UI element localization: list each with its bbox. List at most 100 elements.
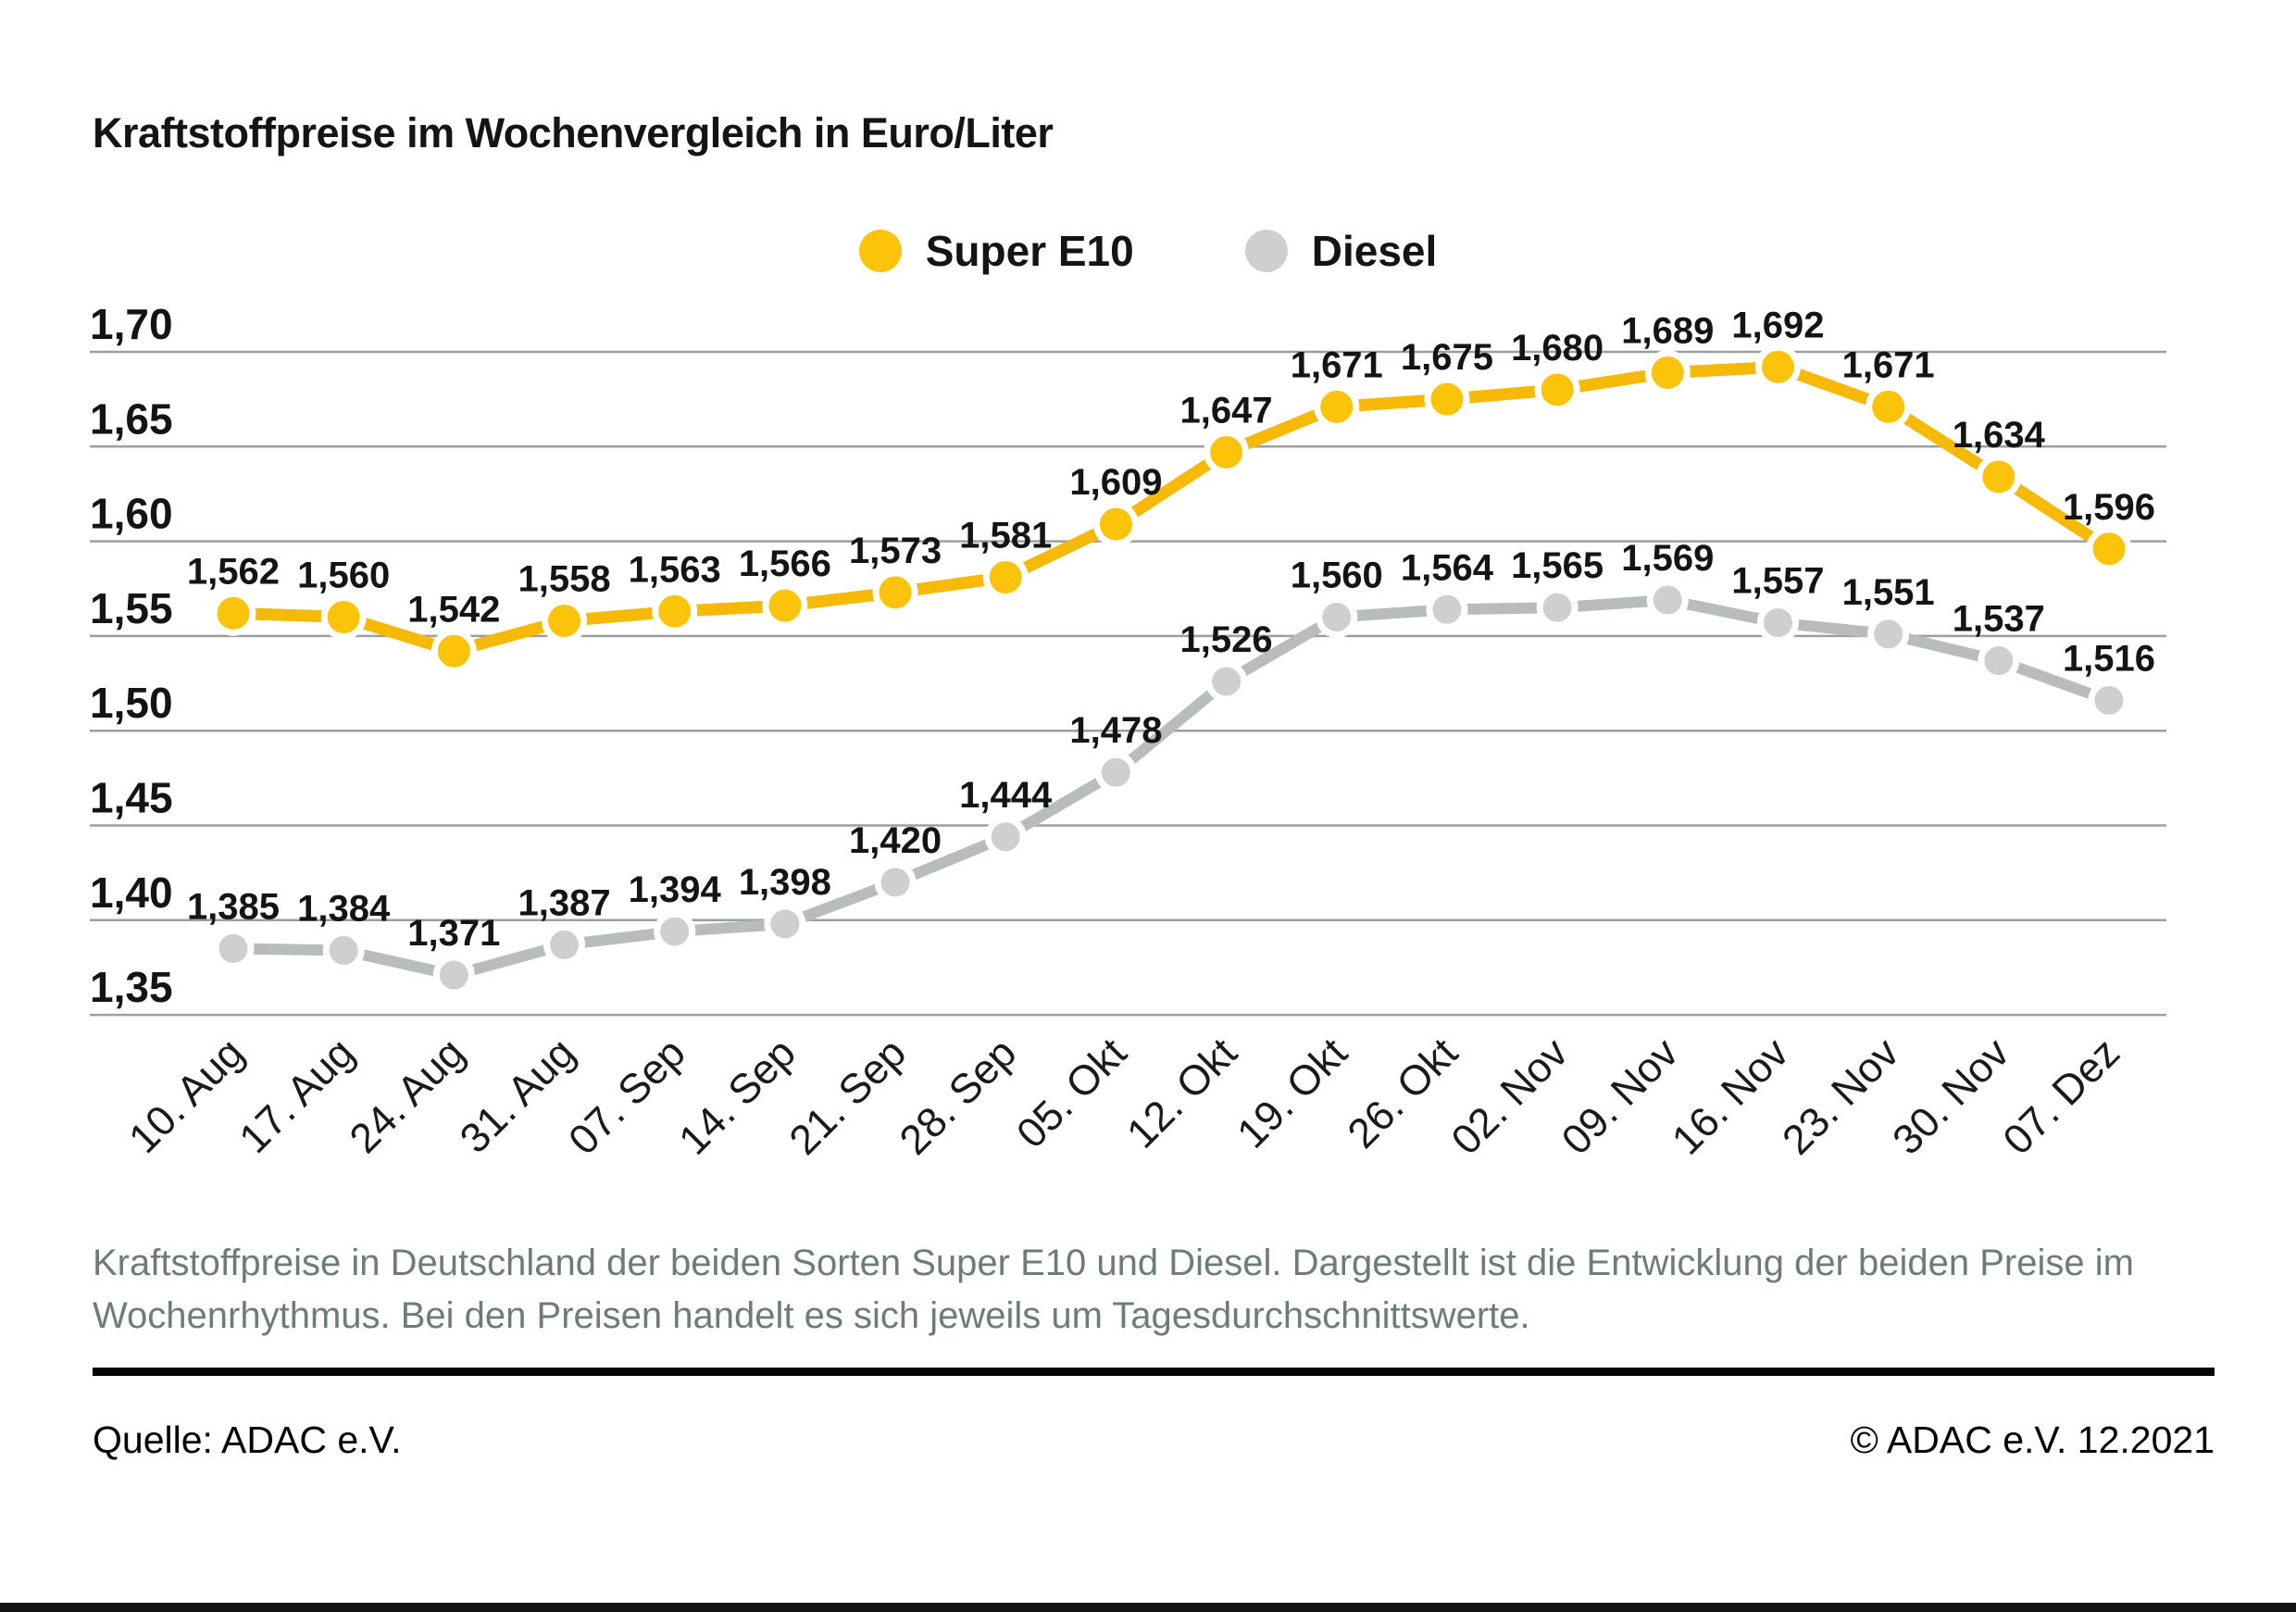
x-axis-tick-label: 21. Sep: [780, 1029, 915, 1164]
data-point-diesel: [1205, 660, 1248, 703]
x-axis-tick-label: 10. Aug: [119, 1029, 253, 1162]
legend-item-super-e10: Super E10: [858, 226, 1134, 276]
data-label-super-e10: 1,581: [959, 515, 1052, 556]
data-label-super-e10: 1,560: [297, 555, 390, 595]
data-point-diesel: [1094, 751, 1137, 794]
y-axis-tick-label: 1,55: [90, 584, 173, 632]
x-axis-tick-label: 07. Dez: [1993, 1029, 2128, 1164]
data-label-super-e10: 1,634: [1953, 415, 2046, 456]
y-axis-tick-label: 1,35: [90, 963, 173, 1011]
data-label-diesel: 1,526: [1180, 619, 1273, 660]
data-point-super-e10: [542, 598, 588, 644]
x-axis-tick-label: 12. Okt: [1117, 1029, 1246, 1157]
legend-item-diesel: Diesel: [1244, 226, 1438, 276]
data-label-diesel: 1,384: [297, 889, 391, 930]
data-point-diesel: [1756, 602, 1799, 644]
data-point-super-e10: [1976, 454, 2022, 500]
data-point-super-e10: [1754, 344, 1801, 390]
data-label-diesel: 1,371: [407, 913, 500, 954]
x-axis-tick-label: 07. Sep: [559, 1029, 694, 1164]
copyright-label: © ADAC e.V. 12.2021: [1850, 1418, 2215, 1461]
data-point-super-e10: [320, 594, 367, 640]
data-point-super-e10: [1866, 383, 1912, 430]
data-point-super-e10: [1092, 501, 1139, 547]
data-label-super-e10: 1,566: [739, 544, 831, 584]
data-label-super-e10: 1,680: [1511, 328, 1603, 369]
data-point-diesel: [984, 816, 1027, 858]
data-point-super-e10: [872, 569, 918, 616]
data-label-diesel: 1,394: [629, 869, 722, 910]
data-label-diesel: 1,537: [1953, 598, 2045, 639]
x-axis-tick-label: 14. Sep: [669, 1029, 805, 1164]
x-axis-tick-label: 17. Aug: [230, 1029, 363, 1162]
data-label-diesel: 1,385: [187, 886, 280, 927]
x-axis-tick-label: 28. Sep: [891, 1029, 1026, 1164]
data-label-super-e10: 1,671: [1291, 344, 1383, 385]
x-axis-tick-label: 23. Nov: [1773, 1029, 1908, 1164]
data-point-diesel: [1867, 613, 1910, 656]
legend: Super E10 Diesel: [0, 226, 2296, 276]
data-label-diesel: 1,560: [1291, 555, 1383, 595]
x-axis-tick-label: 24. Aug: [340, 1029, 473, 1162]
chart-description: Kraftstoffpreise in Deutschland der beid…: [93, 1243, 2134, 1337]
y-axis-tick-label: 1,65: [90, 394, 173, 443]
data-point-super-e10: [1204, 429, 1250, 475]
data-point-diesel: [1978, 639, 2020, 681]
data-point-super-e10: [430, 628, 477, 674]
data-point-diesel: [874, 861, 917, 904]
data-point-diesel: [543, 923, 586, 966]
data-label-diesel: 1,444: [959, 775, 1053, 816]
data-label-diesel: 1,420: [849, 820, 942, 861]
data-label-super-e10: 1,647: [1180, 390, 1273, 431]
y-axis-tick-label: 1,50: [90, 679, 173, 727]
data-label-diesel: 1,478: [1069, 710, 1162, 751]
data-point-super-e10: [1534, 367, 1580, 413]
x-axis-tick-label: 19. Okt: [1228, 1029, 1356, 1157]
data-point-super-e10: [982, 554, 1029, 600]
data-label-diesel: 1,565: [1511, 545, 1603, 586]
data-point-super-e10: [1644, 350, 1691, 396]
legend-label-super-e10: Super E10: [925, 227, 1134, 275]
data-label-super-e10: 1,671: [1842, 344, 1935, 385]
data-label-diesel: 1,564: [1401, 547, 1494, 588]
legend-label-diesel: Diesel: [1311, 227, 1438, 275]
data-point-super-e10: [1424, 376, 1470, 422]
x-axis-tick-label: 16. Nov: [1663, 1029, 1798, 1164]
series-line-super-e10: [232, 360, 2113, 658]
data-label-super-e10: 1,692: [1731, 305, 1824, 345]
x-axis-tick-label: 26. Okt: [1338, 1029, 1466, 1157]
data-point-diesel: [1426, 588, 1468, 631]
data-point-super-e10: [762, 582, 808, 629]
data-point-diesel: [764, 903, 806, 945]
bottom-border: [0, 1603, 2296, 1612]
super-e10-marker-icon: [858, 230, 902, 272]
data-label-diesel: 1,557: [1731, 561, 1824, 602]
x-axis-tick-label: 02. Nov: [1441, 1029, 1577, 1164]
data-point-super-e10: [2086, 526, 2132, 572]
data-label-super-e10: 1,596: [2063, 487, 2155, 528]
data-label-diesel: 1,387: [518, 882, 610, 923]
data-point-diesel: [654, 910, 696, 953]
data-point-diesel: [432, 954, 475, 996]
data-label-super-e10: 1,689: [1621, 311, 1714, 352]
data-point-super-e10: [1314, 383, 1360, 430]
data-point-diesel: [212, 927, 255, 969]
series-line-diesel: [232, 594, 2112, 981]
x-axis-tick-label: 09. Nov: [1553, 1029, 1688, 1164]
data-label-super-e10: 1,558: [518, 559, 610, 600]
data-point-diesel: [1646, 579, 1689, 621]
divider-rule: [93, 1368, 2215, 1376]
y-axis-tick-label: 1,40: [90, 868, 173, 917]
data-label-super-e10: 1,562: [187, 551, 280, 592]
data-label-super-e10: 1,609: [1069, 462, 1162, 503]
data-label-diesel: 1,398: [739, 862, 831, 903]
data-label-diesel: 1,551: [1842, 572, 1935, 613]
data-label-diesel: 1,516: [2063, 638, 2155, 679]
source-row: Quelle: ADAC e.V. © ADAC e.V. 12.2021: [93, 1418, 2215, 1462]
data-point-diesel: [1316, 595, 1358, 638]
data-label-super-e10: 1,563: [629, 549, 721, 590]
diesel-marker-icon: [1244, 230, 1288, 272]
data-point-diesel: [1536, 586, 1578, 629]
